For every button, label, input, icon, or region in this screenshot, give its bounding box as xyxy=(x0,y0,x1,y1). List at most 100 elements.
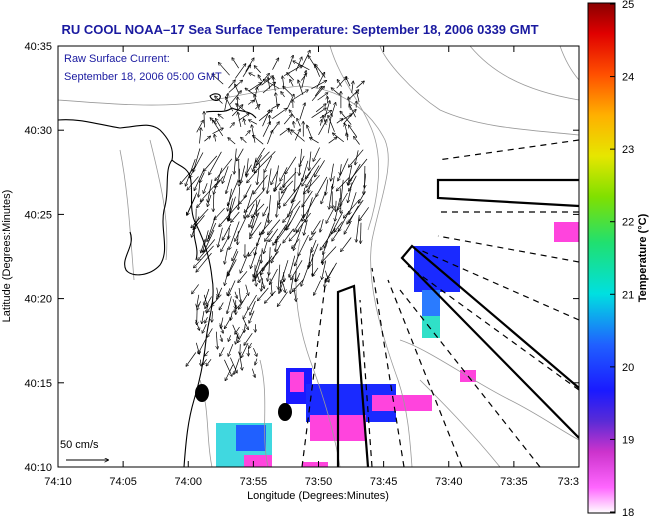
current-vector xyxy=(190,152,204,178)
current-vector xyxy=(332,211,344,234)
current-vector xyxy=(328,137,337,144)
current-vector xyxy=(227,296,232,313)
current-vector xyxy=(239,294,248,309)
surface-current-vectors xyxy=(180,51,369,381)
current-vector xyxy=(255,105,259,110)
current-vector xyxy=(234,358,240,374)
current-vector xyxy=(197,294,200,307)
current-vector xyxy=(250,300,256,315)
current-vector xyxy=(261,248,262,263)
current-vector xyxy=(316,176,328,196)
current-vector xyxy=(235,214,248,241)
current-vector xyxy=(282,180,294,193)
current-vector xyxy=(200,179,221,202)
current-vector xyxy=(288,56,294,70)
current-vector xyxy=(247,100,253,105)
current-vector xyxy=(254,95,260,111)
current-vector xyxy=(289,129,292,135)
current-vector xyxy=(245,284,249,295)
current-vector xyxy=(309,151,312,171)
current-vector xyxy=(255,358,257,365)
current-vector xyxy=(332,176,335,189)
current-vector xyxy=(291,260,303,279)
current-vector xyxy=(269,228,279,242)
current-vector xyxy=(256,155,263,165)
current-vector xyxy=(235,326,240,334)
y-axis-ticks: 40:35 40:30 40:25 40:20 40:15 40:10 xyxy=(24,41,579,474)
current-vector xyxy=(349,125,358,138)
current-vector xyxy=(238,330,244,342)
current-vector xyxy=(214,207,225,220)
current-vector xyxy=(253,174,268,194)
current-vector xyxy=(254,151,270,168)
y-tick-label: 40:10 xyxy=(24,462,52,474)
current-vector xyxy=(311,81,326,90)
current-vector xyxy=(276,221,292,242)
current-vector xyxy=(250,222,262,238)
current-vector xyxy=(301,71,306,89)
current-vector xyxy=(300,51,310,69)
current-vector xyxy=(226,174,232,193)
current-vector xyxy=(335,221,343,232)
x-tick-label: 73:3 xyxy=(558,476,579,488)
current-vector xyxy=(346,77,351,87)
current-vector xyxy=(299,155,305,167)
current-vector xyxy=(265,230,273,241)
current-vector xyxy=(328,116,335,132)
current-vector xyxy=(283,115,292,125)
shipping-lanes xyxy=(336,178,579,467)
current-vector xyxy=(325,267,334,283)
current-vector xyxy=(212,74,224,85)
current-vector xyxy=(278,264,280,289)
current-vector xyxy=(341,237,352,252)
colorbar xyxy=(587,2,616,514)
current-vector xyxy=(349,158,368,181)
current-vector xyxy=(361,222,362,243)
current-vector xyxy=(279,128,289,136)
current-vector xyxy=(216,119,221,127)
current-vector xyxy=(244,184,252,197)
current-vector xyxy=(246,164,252,175)
current-vector xyxy=(200,359,201,366)
current-vector xyxy=(324,101,330,118)
current-vector xyxy=(296,212,311,232)
current-vector xyxy=(187,196,196,215)
current-vector xyxy=(228,138,236,145)
current-vector xyxy=(228,180,239,206)
y-tick-label: 40:20 xyxy=(24,294,52,306)
current-vector xyxy=(228,343,234,356)
current-vector xyxy=(228,280,236,296)
current-vector xyxy=(231,311,233,320)
current-vector xyxy=(268,219,281,235)
current-vector xyxy=(229,123,234,129)
current-vector xyxy=(225,364,234,381)
current-vector xyxy=(317,93,328,101)
current-vector xyxy=(301,74,306,81)
current-vector xyxy=(245,88,255,95)
current-vector xyxy=(232,58,239,69)
current-vector xyxy=(230,357,237,373)
current-vector xyxy=(320,219,324,232)
current-vector xyxy=(254,151,276,172)
current-vector xyxy=(201,239,206,252)
current-vector xyxy=(213,120,224,137)
current-vector xyxy=(229,91,241,105)
current-vector xyxy=(202,310,205,324)
current-vector xyxy=(331,103,336,116)
current-vector xyxy=(222,224,232,240)
current-vector xyxy=(244,323,245,332)
current-vector xyxy=(346,133,347,141)
current-vector xyxy=(264,156,273,172)
current-vector xyxy=(274,182,281,191)
current-vector xyxy=(344,198,361,218)
map-title: RU COOL NOAA–17 Sea Surface Temperature:… xyxy=(61,22,539,37)
current-vector xyxy=(249,73,256,77)
current-vector xyxy=(256,147,265,162)
current-vector xyxy=(255,259,262,279)
current-vector xyxy=(264,239,268,254)
current-vector xyxy=(302,160,309,181)
current-vector xyxy=(314,280,321,295)
current-vector xyxy=(198,239,216,260)
current-vector xyxy=(271,104,280,110)
current-vector xyxy=(294,214,305,231)
